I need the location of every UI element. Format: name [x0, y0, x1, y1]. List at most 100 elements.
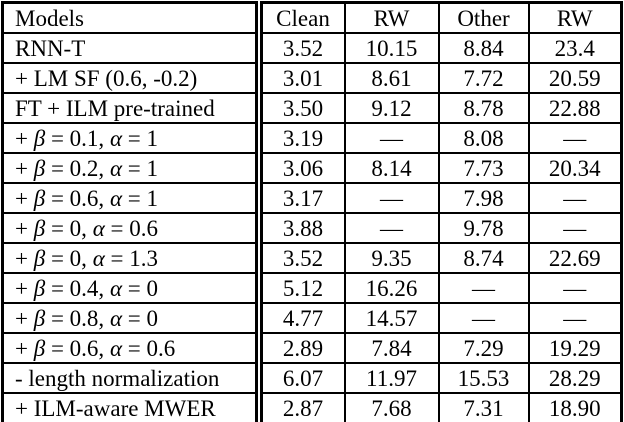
greek-math-variable: α	[109, 185, 123, 211]
model-label: + β = 0.6, α = 0.6	[1, 332, 263, 364]
rw-1-value: —	[343, 182, 440, 214]
clean-value: 3.19	[257, 122, 346, 154]
rw-1-value: 8.14	[343, 152, 440, 184]
model-label: - length normalization	[1, 362, 263, 394]
model-label: RNN-T	[1, 32, 263, 64]
other-value: —	[437, 272, 530, 304]
model-label: + β = 0, α = 1.3	[1, 242, 263, 274]
table-body: RNN-T 3.52 10.15 8.84 23.4 + LM SF (0.6,…	[1, 32, 623, 422]
model-label: + β = 0.1, α = 1	[1, 122, 263, 154]
rw-1-value: —	[343, 212, 440, 244]
rw-2-value: 23.4	[527, 32, 623, 64]
clean-value: 3.50	[257, 92, 346, 124]
clean-value: 3.88	[257, 212, 346, 244]
clean-value: 2.89	[257, 332, 346, 364]
greek-math-variable: α	[109, 335, 123, 361]
table-row: + β = 0.6, α = 0.6 2.89 7.84 7.29 19.29	[1, 332, 623, 364]
column-header-models: Models	[1, 1, 263, 34]
clean-value: 5.12	[257, 272, 346, 304]
rw-2-value: —	[527, 302, 623, 334]
model-label: + β = 0.8, α = 0	[1, 302, 263, 334]
model-label: + β = 0.2, α = 1	[1, 152, 263, 184]
greek-math-variable: β	[33, 245, 46, 271]
clean-value: 3.01	[257, 62, 346, 94]
greek-math-variable: β	[33, 125, 46, 151]
model-label: + β = 0.6, α = 1	[1, 182, 263, 214]
header-row: Models Clean RW Other RW	[1, 1, 623, 34]
other-value: —	[437, 302, 530, 334]
clean-value: 3.06	[257, 152, 346, 184]
rw-1-value: 9.12	[343, 92, 440, 124]
greek-math-variable: α	[109, 305, 123, 331]
greek-math-variable: α	[109, 125, 123, 151]
rw-1-value: 7.84	[343, 332, 440, 364]
clean-value: 3.17	[257, 182, 346, 214]
rw-2-value: 19.29	[527, 332, 623, 364]
rw-2-value: 20.34	[527, 152, 623, 184]
other-value: 15.53	[437, 362, 530, 394]
greek-math-variable: α	[109, 275, 123, 301]
table-row: + ILM-aware MWER 2.87 7.68 7.31 18.90	[1, 392, 623, 422]
table-row: RNN-T 3.52 10.15 8.84 23.4	[1, 32, 623, 64]
other-value: 8.78	[437, 92, 530, 124]
greek-math-variable: α	[92, 215, 105, 241]
other-value: 7.31	[437, 392, 530, 422]
other-value: 8.74	[437, 242, 530, 274]
rw-1-value: 9.35	[343, 242, 440, 274]
rw-2-value: —	[527, 182, 623, 214]
table-row: + β = 0, α = 0.6 3.88 — 9.78 —	[1, 212, 623, 244]
rw-2-value: 28.29	[527, 362, 623, 394]
column-header-rw-1: RW	[343, 1, 440, 34]
rw-1-value: 7.68	[343, 392, 440, 422]
model-label: FT + ILM pre-trained	[1, 92, 263, 124]
greek-math-variable: β	[33, 275, 46, 301]
other-value: 7.98	[437, 182, 530, 214]
model-label: + β = 0, α = 0.6	[1, 212, 263, 244]
greek-math-variable: β	[33, 305, 46, 331]
greek-math-variable: β	[33, 155, 46, 181]
table-row: + β = 0.8, α = 0 4.77 14.57 — —	[1, 302, 623, 334]
rw-2-value: —	[527, 122, 623, 154]
model-label: + ILM-aware MWER	[1, 392, 263, 422]
rw-2-value: 22.69	[527, 242, 623, 274]
other-value: 9.78	[437, 212, 530, 244]
clean-value: 3.52	[257, 32, 346, 64]
rw-2-value: 22.88	[527, 92, 623, 124]
table-row: - length normalization 6.07 11.97 15.53 …	[1, 362, 623, 394]
rw-1-value: 8.61	[343, 62, 440, 94]
rw-2-value: 18.90	[527, 392, 623, 422]
greek-math-variable: β	[33, 185, 46, 211]
table-row: + LM SF (0.6, -0.2) 3.01 8.61 7.72 20.59	[1, 62, 623, 94]
table-row: FT + ILM pre-trained 3.50 9.12 8.78 22.8…	[1, 92, 623, 124]
rw-2-value: 20.59	[527, 62, 623, 94]
other-value: 7.72	[437, 62, 530, 94]
rw-1-value: —	[343, 122, 440, 154]
rw-2-value: —	[527, 212, 623, 244]
table-row: + β = 0, α = 1.3 3.52 9.35 8.74 22.69	[1, 242, 623, 274]
greek-math-variable: α	[92, 245, 105, 271]
rw-1-value: 11.97	[343, 362, 440, 394]
other-value: 7.73	[437, 152, 530, 184]
rw-2-value: —	[527, 272, 623, 304]
column-header-other: Other	[437, 1, 530, 34]
greek-math-variable: β	[33, 215, 46, 241]
table-row: + β = 0.2, α = 1 3.06 8.14 7.73 20.34	[1, 152, 623, 184]
clean-value: 4.77	[257, 302, 346, 334]
table-row: + β = 0.4, α = 0 5.12 16.26 — —	[1, 272, 623, 304]
table-row: + β = 0.6, α = 1 3.17 — 7.98 —	[1, 182, 623, 214]
rw-1-value: 16.26	[343, 272, 440, 304]
clean-value: 3.52	[257, 242, 346, 274]
rw-1-value: 10.15	[343, 32, 440, 64]
column-header-clean: Clean	[257, 1, 346, 34]
greek-math-variable: β	[33, 335, 46, 361]
rw-1-value: 14.57	[343, 302, 440, 334]
other-value: 8.84	[437, 32, 530, 64]
greek-math-variable: α	[109, 155, 123, 181]
other-value: 7.29	[437, 332, 530, 364]
clean-value: 6.07	[257, 362, 346, 394]
other-value: 8.08	[437, 122, 530, 154]
table-row: + β = 0.1, α = 1 3.19 — 8.08 —	[1, 122, 623, 154]
column-header-rw-2: RW	[527, 1, 623, 34]
